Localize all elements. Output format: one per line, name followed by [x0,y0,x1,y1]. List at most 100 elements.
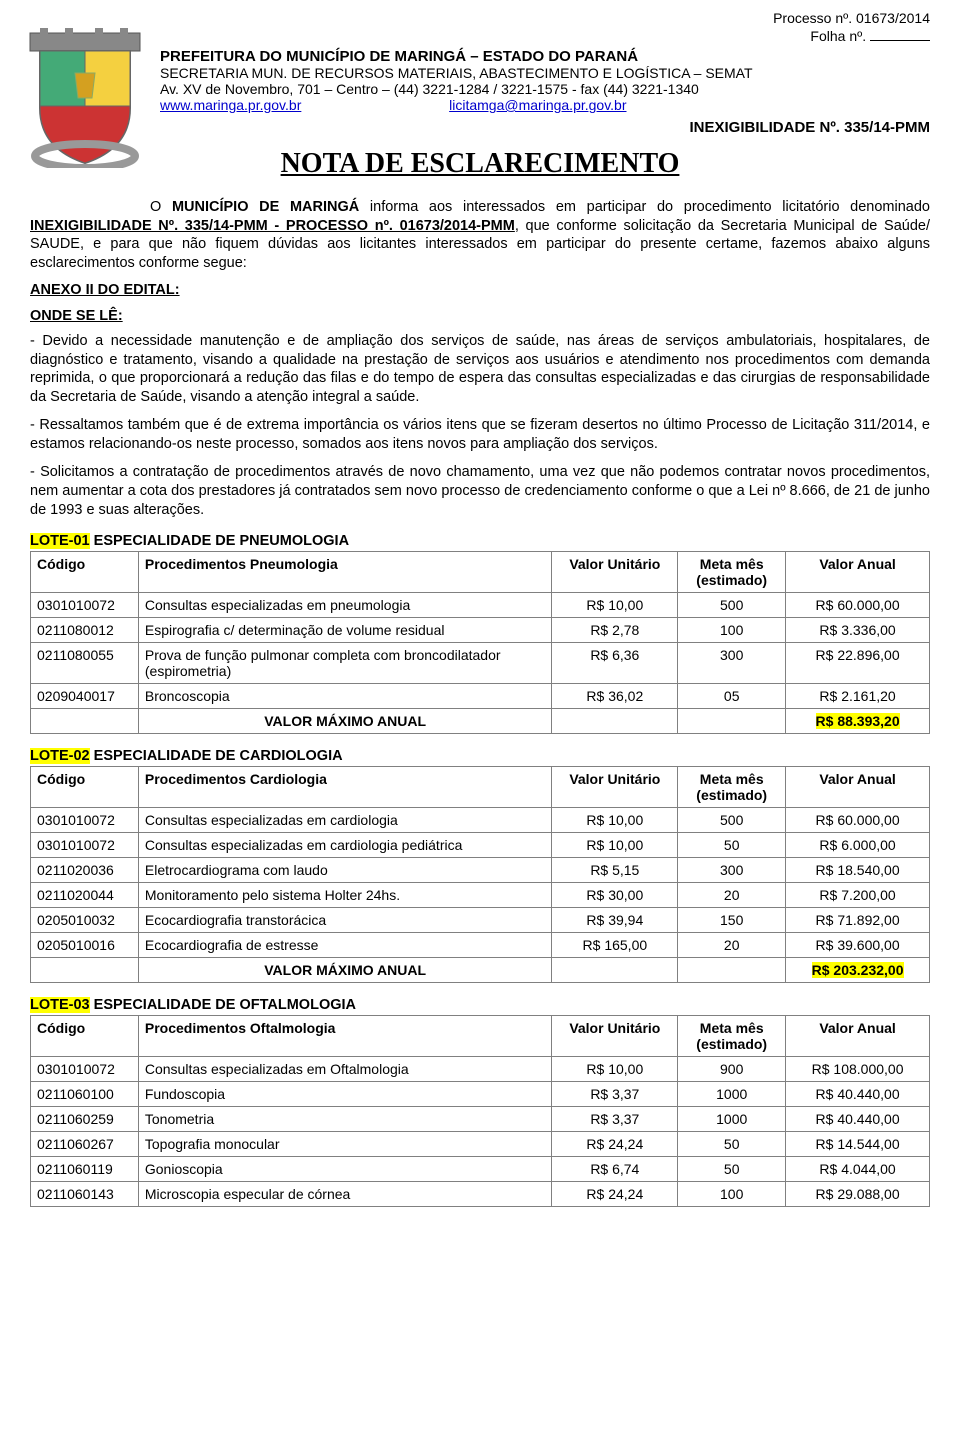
cell-empty [31,958,139,983]
table-row: 0211080012Espirografia c/ determinação d… [31,618,930,643]
cell-valor-unitario: R$ 10,00 [552,1057,678,1082]
cell-procedimento: Ecocardiografia transtorácica [138,908,552,933]
cell-valor-anual: R$ 40.440,00 [786,1082,930,1107]
cell-codigo: 0211020036 [31,858,139,883]
folha-blank-line [870,40,930,41]
cell-meta: 1000 [678,1082,786,1107]
table-row: 0205010016Ecocardiografia de estresse R$ … [31,933,930,958]
cell-codigo: 0211060143 [31,1182,139,1207]
cell-codigo: 0205010032 [31,908,139,933]
table-row: 0301010072Consultas especializadas em ca… [31,833,930,858]
cell-valor-unitario: R$ 24,24 [552,1182,678,1207]
cell-valor-anual: R$ 71.892,00 [786,908,930,933]
cell-empty [678,958,786,983]
header-line-1: PREFEITURA DO MUNICÍPIO DE MARINGÁ – EST… [160,48,930,65]
cell-meta: 05 [678,684,786,709]
cell-valor-unitario: R$ 39,94 [552,908,678,933]
lote-01-title: LOTE-01 ESPECIALIDADE DE PNEUMOLOGIA [30,533,930,549]
cell-procedimento: Fundoscopia [138,1082,552,1107]
cell-meta: 900 [678,1057,786,1082]
intro-paragraph: O MUNICÍPIO DE MARINGÁ informa aos inter… [30,198,930,272]
onde-se-le-label: ONDE SE LÊ: [30,308,930,324]
table-row: 0211060267Topografia monocularR$ 24,2450… [31,1132,930,1157]
cell-valor-anual: R$ 40.440,00 [786,1107,930,1132]
folha-label: Folha nº. [810,28,866,44]
paragraph-2: - Ressaltamos também que é de extrema im… [30,416,930,453]
cell-valor-unitario: R$ 6,36 [552,643,678,684]
col-procedimentos: Procedimentos Cardiologia [138,767,552,808]
cell-procedimento: Ecocardiografia de estresse [138,933,552,958]
header-line-3: Av. XV de Novembro, 701 – Centro – (44) … [160,81,930,97]
cell-meta: 500 [678,593,786,618]
cell-empty [31,709,139,734]
col-codigo: Código [31,767,139,808]
cell-valor-anual: R$ 60.000,00 [786,808,930,833]
cell-valor-anual: R$ 39.600,00 [786,933,930,958]
cell-codigo: 0205010016 [31,933,139,958]
table-total-row: VALOR MÁXIMO ANUALR$ 88.393,20 [31,709,930,734]
cell-valor-anual: R$ 108.000,00 [786,1057,930,1082]
cell-valor-anual: R$ 60.000,00 [786,593,930,618]
table-row: 0301010072Consultas especializadas em ca… [31,808,930,833]
cell-codigo: 0301010072 [31,593,139,618]
table-row: 0211080055Prova de função pulmonar compl… [31,643,930,684]
table-row: 0211060143Microscopia especular de córne… [31,1182,930,1207]
cell-valor-anual: R$ 29.088,00 [786,1182,930,1207]
cell-total-label: VALOR MÁXIMO ANUAL [138,958,552,983]
cell-valor-unitario: R$ 36,02 [552,684,678,709]
cell-total-value: R$ 203.232,00 [786,958,930,983]
cell-valor-anual: R$ 3.336,00 [786,618,930,643]
cell-valor-anual: R$ 6.000,00 [786,833,930,858]
col-valor-anual: Valor Anual [786,767,930,808]
website-link[interactable]: www.maringa.pr.gov.br [160,97,301,113]
cell-codigo: 0211060267 [31,1132,139,1157]
table-header-row: Código Procedimentos Pneumologia Valor U… [31,552,930,593]
cell-codigo: 0211060259 [31,1107,139,1132]
cell-valor-unitario: R$ 10,00 [552,833,678,858]
col-valor-unitario: Valor Unitário [552,552,678,593]
cell-meta: 100 [678,618,786,643]
table-row: 0209040017BroncoscopiaR$ 36,0205R$ 2.161… [31,684,930,709]
cell-procedimento: Consultas especializadas em cardiologia … [138,833,552,858]
cell-procedimento: Topografia monocular [138,1132,552,1157]
cell-codigo: 0211080055 [31,643,139,684]
cell-meta: 500 [678,808,786,833]
lote-01-highlight: LOTE-01 [30,533,90,549]
cell-procedimento: Eletrocardiograma com laudo [138,858,552,883]
table-total-row: VALOR MÁXIMO ANUAL R$ 203.232,00 [31,958,930,983]
cell-valor-anual: R$ 22.896,00 [786,643,930,684]
letterhead: PREFEITURA DO MUNICÍPIO DE MARINGÁ – EST… [30,48,930,113]
cell-empty [678,709,786,734]
cell-total-value: R$ 88.393,20 [786,709,930,734]
cell-codigo: 0211060100 [31,1082,139,1107]
table-row: 0211060119GonioscopiaR$ 6,7450R$ 4.044,0… [31,1157,930,1182]
cell-codigo: 0209040017 [31,684,139,709]
cell-codigo: 0211080012 [31,618,139,643]
cell-valor-unitario: R$ 30,00 [552,883,678,908]
cell-codigo: 0211060119 [31,1157,139,1182]
table-row: 0301010072Consultas especializadas em Of… [31,1057,930,1082]
cell-meta: 20 [678,883,786,908]
table-row: 0211060259TonometriaR$ 3,371000R$ 40.440… [31,1107,930,1132]
cell-meta: 300 [678,643,786,684]
cell-procedimento: Consultas especializadas em cardiologia [138,808,552,833]
cell-procedimento: Consultas especializadas em Oftalmologia [138,1057,552,1082]
cell-meta: 50 [678,1132,786,1157]
anexo-label: ANEXO II DO EDITAL: [30,282,930,298]
cell-procedimento: Espirografia c/ determinação de volume r… [138,618,552,643]
col-meta: Meta mês (estimado) [678,767,786,808]
lote-02-title: LOTE-02 ESPECIALIDADE DE CARDIOLOGIA [30,748,930,764]
cell-valor-anual: R$ 14.544,00 [786,1132,930,1157]
cell-meta: 150 [678,908,786,933]
cell-valor-unitario: R$ 6,74 [552,1157,678,1182]
cell-valor-unitario: R$ 5,15 [552,858,678,883]
table-row: 0211020044Monitoramento pelo sistema Hol… [31,883,930,908]
email-link[interactable]: licitamga@maringa.pr.gov.br [449,97,626,113]
cell-procedimento: Monitoramento pelo sistema Holter 24hs. [138,883,552,908]
paragraph-1: - Devido a necessidade manutenção e de a… [30,332,930,406]
lote-01-table: Código Procedimentos Pneumologia Valor U… [30,551,930,734]
col-valor-unitario: Valor Unitário [552,767,678,808]
col-procedimentos: Procedimentos Oftalmologia [138,1016,552,1057]
cell-meta: 100 [678,1182,786,1207]
cell-procedimento: Broncoscopia [138,684,552,709]
